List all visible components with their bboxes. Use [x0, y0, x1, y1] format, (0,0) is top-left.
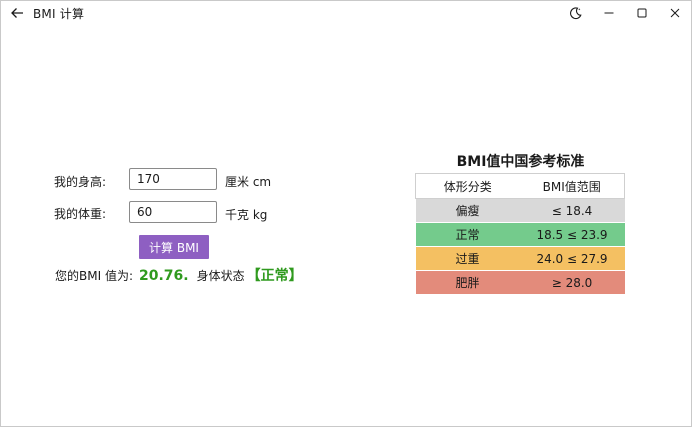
result-prefix: 您的BMI 值为:: [55, 269, 133, 283]
close-icon: [670, 8, 679, 18]
range-cell: 24.0 ≤ 27.9: [519, 246, 625, 271]
minimize-button[interactable]: [592, 1, 625, 25]
table-row-underweight: 偏瘦 ≤ 18.4: [415, 198, 625, 223]
close-button[interactable]: [658, 1, 691, 25]
height-unit: 厘米 cm: [225, 175, 272, 189]
range-cell: ≥ 28.0: [519, 270, 625, 295]
weight-input[interactable]: [129, 201, 217, 223]
range-cell: ≤ 18.4: [519, 198, 625, 223]
weight-unit: 千克 kg: [225, 208, 268, 222]
range-cell: 18.5 ≤ 23.9: [519, 222, 625, 247]
height-label: 我的身高:: [54, 175, 107, 189]
category-cell: 偏瘦: [415, 198, 520, 223]
column-header-range: BMI值范围: [519, 173, 625, 199]
bmi-value-dot: .: [183, 268, 189, 284]
moon-icon: [570, 6, 582, 19]
bmi-value: 20.76: [138, 268, 184, 284]
back-button[interactable]: [1, 1, 33, 25]
minimize-icon: [604, 12, 613, 14]
reference-table: 体形分类 BMI值范围 偏瘦 ≤ 18.4 正常 18.5 ≤ 23.9 过重 …: [415, 173, 625, 295]
status-label: 身体状态: [196, 269, 245, 283]
table-row-normal: 正常 18.5 ≤ 23.9: [415, 222, 625, 247]
caption-controls: [559, 1, 691, 25]
calculate-bmi-button[interactable]: 计算 BMI: [139, 235, 209, 259]
weight-label: 我的体重:: [54, 207, 107, 221]
category-cell: 正常: [415, 222, 520, 247]
category-cell: 肥胖: [415, 270, 520, 295]
status-badge: 【正常】: [246, 268, 303, 284]
arrow-left-icon: [11, 8, 23, 18]
theme-toggle-button[interactable]: [559, 1, 592, 25]
reference-title: BMI值中国参考标准: [456, 154, 585, 170]
title-bar: BMI 计算: [1, 1, 691, 25]
column-header-category: 体形分类: [415, 173, 520, 199]
result-row: 您的BMI 值为: 20.76 . 身体状态 【正常】: [55, 265, 303, 285]
table-header-row: 体形分类 BMI值范围: [415, 173, 625, 199]
window-title: BMI 计算: [33, 6, 85, 21]
maximize-icon: [637, 8, 646, 18]
table-row-overweight: 过重 24.0 ≤ 27.9: [415, 246, 625, 271]
table-row-obese: 肥胖 ≥ 28.0: [415, 270, 625, 295]
height-input[interactable]: [129, 168, 217, 190]
category-cell: 过重: [415, 246, 520, 271]
maximize-button[interactable]: [625, 1, 658, 25]
